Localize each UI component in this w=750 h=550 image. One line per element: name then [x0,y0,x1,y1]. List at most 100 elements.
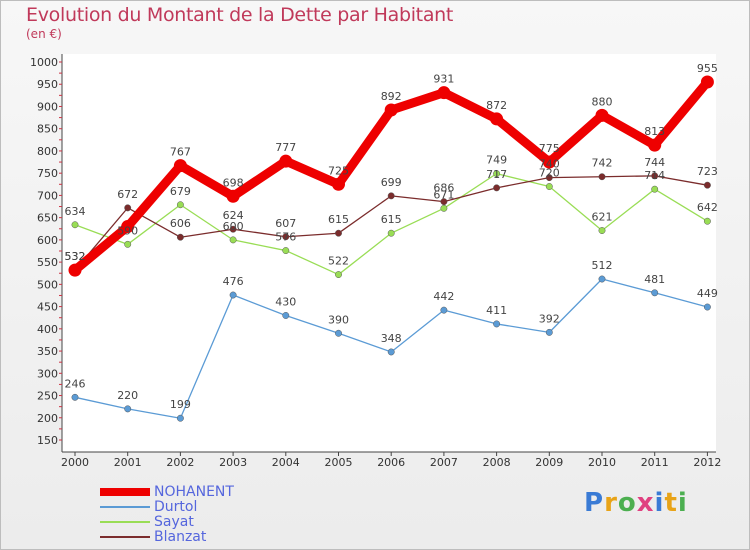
data-label-durtol: 220 [117,389,138,402]
data-label-sayat: 679 [170,185,191,198]
data-label-blanzat: 624 [223,209,244,222]
x-tick-label: 2009 [535,456,563,469]
data-point-durtol [282,312,290,319]
data-label-sayat: 671 [433,188,454,201]
y-tick-label: 850 [37,123,58,136]
data-point-sayat [176,201,184,209]
y-tick-label: 1000 [30,56,58,69]
legend-swatch [100,536,150,538]
data-point-blanzat [440,198,448,206]
data-label-blanzat: 607 [275,217,296,230]
legend-swatch [100,506,150,508]
x-tick-label: 2004 [272,456,300,469]
data-point-blanzat [124,204,132,212]
data-label-durtol: 476 [223,275,244,288]
data-point-blanzat [229,225,237,233]
data-point-durtol [651,289,659,297]
data-point-sayat [598,227,606,234]
data-point-nohanent [648,138,662,152]
x-tick-label: 2001 [114,456,142,469]
data-point-blanzat [335,229,342,237]
data-label-nohanent: 532 [65,250,86,263]
data-point-blanzat [598,173,606,181]
data-point-blanzat [703,181,711,189]
data-label-durtol: 442 [433,290,454,303]
data-point-nohanent [437,86,451,100]
data-label-blanzat: 699 [381,176,402,189]
logo-letter: i [654,488,665,518]
data-point-nohanent [332,177,345,191]
y-tick-label: 750 [37,167,58,180]
legend-item-nohanent: NOHANENT [100,484,400,500]
data-label-blanzat: 744 [644,156,665,169]
data-point-blanzat [493,184,501,192]
data-label-blanzat: 606 [170,217,191,230]
data-point-durtol [124,405,132,413]
data-label-nohanent: 955 [697,62,718,75]
data-point-blanzat [282,233,290,241]
legend-swatch [100,521,150,523]
data-point-nohanent [595,108,609,122]
legend-label: Durtol [154,499,198,515]
legend-swatch [100,488,150,496]
x-tick-label: 2005 [325,456,353,469]
data-point-durtol [598,275,606,283]
x-tick-label: 2000 [61,456,89,469]
data-label-nohanent: 725 [328,164,349,177]
data-label-durtol: 246 [65,377,86,390]
data-label-nohanent: 698 [223,176,244,189]
x-tick-label: 2011 [641,456,669,469]
data-label-blanzat: 742 [592,157,613,170]
data-label-durtol: 481 [644,273,665,286]
data-label-blanzat: 672 [117,188,138,201]
data-point-sayat [545,183,553,190]
data-point-blanzat [176,233,184,241]
data-point-durtol [176,414,184,422]
y-tick-label: 450 [37,301,58,314]
data-point-durtol [71,393,79,401]
data-label-blanzat: 615 [328,213,349,226]
data-label-sayat: 576 [275,231,296,244]
y-tick-label: 550 [37,256,58,269]
x-tick-label: 2002 [166,456,194,469]
data-label-nohanent: 880 [592,95,613,108]
chart-subtitle: (en €) [26,27,62,41]
data-label-sayat: 634 [65,205,86,218]
data-point-sayat [440,204,448,212]
y-tick-label: 200 [37,412,58,425]
data-point-nohanent [542,155,556,169]
legend-item-sayat: Sayat [100,514,400,530]
data-point-nohanent [279,154,293,168]
data-label-durtol: 348 [381,332,402,345]
y-tick-label: 950 [37,78,58,91]
data-point-durtol [229,291,237,299]
data-point-durtol [387,348,395,356]
legend-label: Blanzat [154,529,207,545]
y-tick-label: 150 [37,434,58,447]
data-label-durtol: 390 [328,313,349,326]
logo-letter: o [617,488,637,518]
data-point-sayat [651,185,659,193]
data-point-nohanent [173,159,187,173]
data-label-nohanent: 892 [381,90,402,103]
x-tick-label: 2007 [430,456,458,469]
data-label-sayat: 615 [381,213,402,226]
data-point-sayat [335,271,342,279]
data-label-sayat: 749 [486,154,507,167]
data-label-nohanent: 931 [433,73,454,86]
data-label-sayat: 642 [697,201,718,214]
data-label-sayat: 590 [117,224,138,237]
y-tick-label: 250 [37,390,58,403]
y-tick-label: 700 [37,189,58,202]
data-point-sayat [282,247,290,255]
x-tick-label: 2006 [377,456,405,469]
x-tick-label: 2008 [483,456,511,469]
legend-label: Sayat [154,514,194,530]
legend-item-durtol: Durtol [100,499,400,515]
data-label-sayat: 600 [223,220,244,233]
data-label-nohanent: 767 [170,146,191,159]
data-label-blanzat: 740 [539,158,560,171]
data-point-durtol [703,303,711,311]
logo-letter: x [636,488,655,518]
